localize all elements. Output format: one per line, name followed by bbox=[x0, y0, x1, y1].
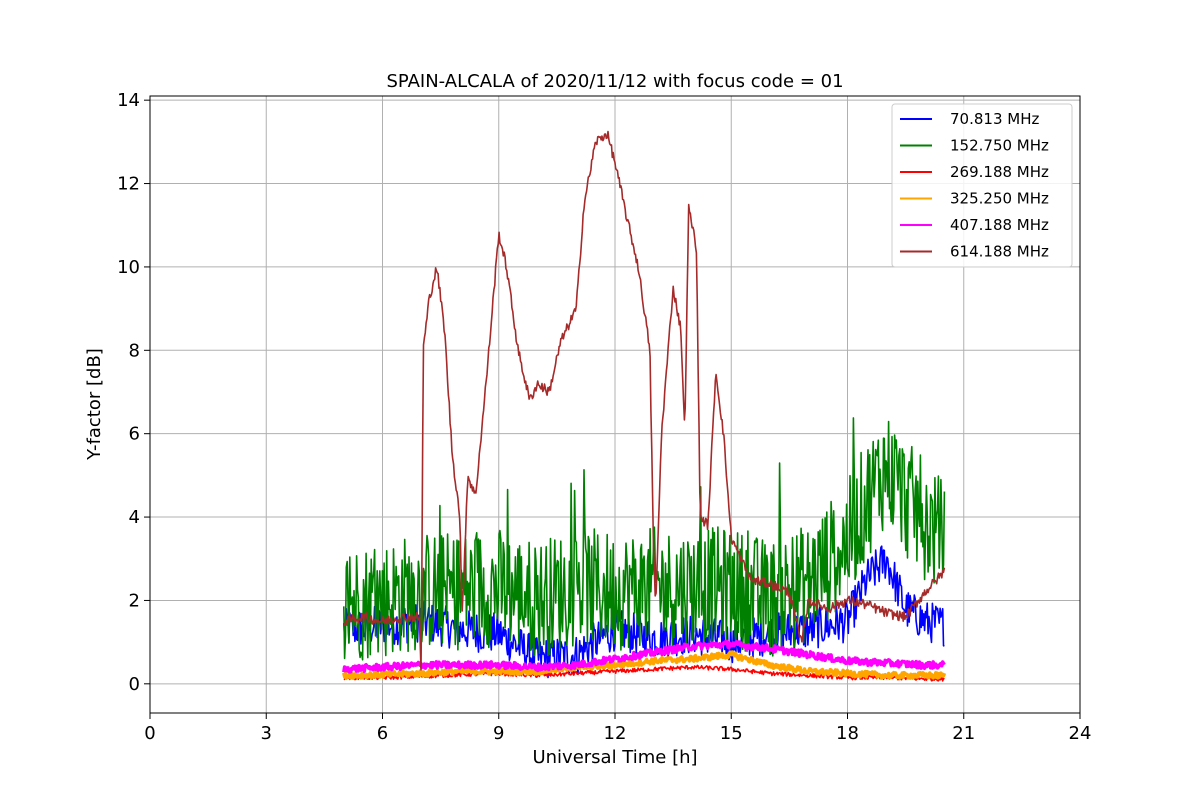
y-tick-label: 6 bbox=[129, 424, 140, 445]
x-tick-label: 15 bbox=[720, 723, 743, 744]
legend: 70.813 MHz 152.750 MHz 269.188 MHz 325.250 … bbox=[891, 103, 1073, 268]
series-line-3 bbox=[342, 650, 947, 681]
series-line-1 bbox=[343, 417, 946, 661]
chart-title: SPAIN-ALCALA of 2020/11/12 with focus co… bbox=[386, 71, 843, 92]
x-tick-label: 18 bbox=[836, 723, 859, 744]
x-tick-label: 3 bbox=[261, 723, 272, 744]
y-tick-label: 2 bbox=[129, 590, 140, 611]
y-axis-ticks: 0 2 4 6 8 10 12 14 bbox=[117, 90, 150, 695]
series-line-4 bbox=[342, 639, 946, 674]
x-tick-label: 12 bbox=[604, 723, 627, 744]
legend-label: 614.188 MHz bbox=[950, 243, 1049, 261]
x-tick-label: 6 bbox=[377, 723, 388, 744]
series-line-0 bbox=[343, 545, 945, 679]
y-tick-label: 10 bbox=[117, 257, 140, 278]
series-layer bbox=[342, 130, 947, 682]
y-axis-label: Y-factor [dB] bbox=[84, 348, 105, 461]
x-axis-label: Universal Time [h] bbox=[532, 747, 697, 768]
x-tick-label: 0 bbox=[144, 723, 155, 744]
legend-label: 325.250 MHz bbox=[950, 190, 1049, 208]
y-tick-label: 14 bbox=[117, 90, 140, 111]
legend-label: 407.188 MHz bbox=[950, 216, 1049, 234]
legend-box bbox=[891, 103, 1073, 268]
series-line-5 bbox=[343, 130, 946, 671]
x-tick-label: 9 bbox=[493, 723, 504, 744]
legend-label: 152.750 MHz bbox=[950, 137, 1049, 155]
y-tick-label: 12 bbox=[117, 174, 140, 195]
y-tick-label: 0 bbox=[129, 674, 140, 695]
y-tick-label: 8 bbox=[129, 340, 140, 361]
x-axis-ticks: 0 3 6 9 12 15 18 21 24 bbox=[144, 713, 1091, 744]
y-tick-label: 4 bbox=[129, 507, 140, 528]
legend-label: 70.813 MHz bbox=[950, 110, 1039, 128]
x-tick-label: 21 bbox=[952, 723, 975, 744]
legend-label: 269.188 MHz bbox=[950, 163, 1049, 181]
x-tick-label: 24 bbox=[1069, 723, 1092, 744]
